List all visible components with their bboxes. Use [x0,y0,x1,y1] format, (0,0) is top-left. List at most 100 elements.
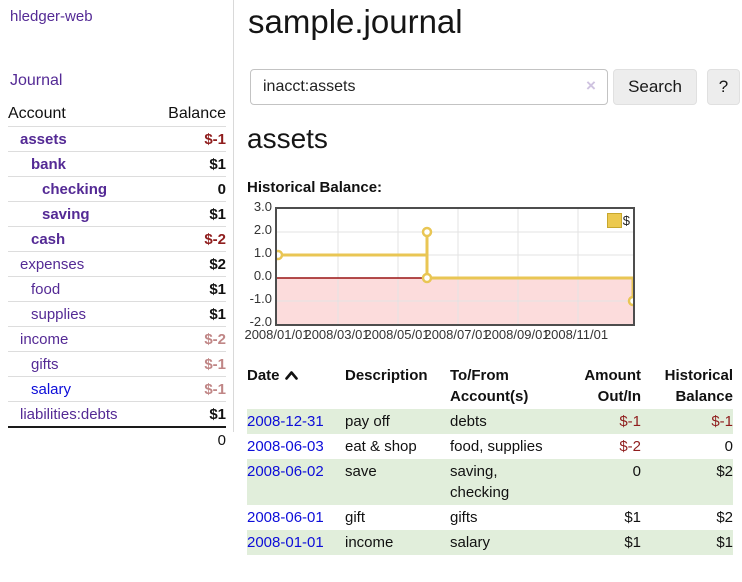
register-row: 2008-12-31 pay off debts $-1 $-1 [247,409,733,434]
x-tick-label: 2008/07/01 [424,327,490,342]
help-button[interactable]: ? [707,69,740,105]
account-row-assets: assets $-1 [8,126,226,152]
historical-balance-label: Historical Balance: [247,179,383,196]
sidebar: hledger-web Journal Account Balance asse… [0,0,234,452]
clear-search-icon[interactable]: × [586,76,596,95]
account-column-header: Account [8,102,151,127]
sidebar-item-journal[interactable]: Journal [10,72,63,89]
chart-plot-area: $ [275,207,635,326]
transaction-date-link[interactable]: 2008-06-01 [247,509,324,526]
app-title-link[interactable]: hledger-web [10,8,93,25]
transaction-date-link[interactable]: 2008-06-03 [247,438,324,455]
transaction-amount: $-1 [560,409,641,434]
y-tick-label: -1.0 [249,291,272,306]
search-input[interactable] [250,69,608,105]
legend-swatch-icon [606,213,622,228]
accounts-total-row: 0 [8,426,226,452]
account-balance: $-2 [150,326,226,352]
y-tick-label: 0.0 [253,268,272,283]
account-balance: $-2 [150,226,226,252]
account-row-salary: salary $-1 [8,376,226,402]
transaction-date-link[interactable]: 2008-01-01 [247,534,324,551]
accounts-total-value: 0 [150,426,226,452]
account-link-cash[interactable]: cash [31,230,66,248]
transaction-amount: $-2 [619,438,641,455]
account-balance: $-1 [150,126,226,152]
account-link-income[interactable]: income [20,330,69,348]
account-balance: $-1 [150,376,226,402]
account-balance: $1 [150,201,226,227]
y-tick-label: 2.0 [253,222,272,237]
transaction-description: eat & shop [345,438,417,455]
transaction-balance: $2 [716,509,733,526]
register-header-row: Date Description To/From Account(s) Amou… [247,363,733,409]
account-heading: assets [247,123,328,154]
account-row-gifts: gifts $-1 [8,351,226,377]
account-balance: $1 [150,276,226,302]
register-row: 2008-06-02 save saving, checking 0 $2 [247,459,733,505]
account-link-bank[interactable]: bank [31,155,67,173]
transaction-amount: $1 [624,509,641,526]
account-link-food[interactable]: food [31,280,61,298]
account-row-cash: cash $-2 [8,226,226,252]
balance-line-chart [277,209,633,324]
transaction-date-link[interactable]: 2008-12-31 [247,413,324,430]
transaction-description: pay off [345,409,450,434]
sort-ascending-icon [284,365,298,386]
transaction-balance: 0 [724,438,733,455]
account-balance: $-1 [150,351,226,377]
page-title: sample.journal [248,3,463,40]
search-button[interactable]: Search [613,69,697,105]
account-link-expenses[interactable]: expenses [20,255,85,273]
transaction-balance: $-1 [641,409,733,434]
register-table: Date Description To/From Account(s) Amou… [247,363,733,555]
account-row-saving: saving $1 [8,201,226,227]
account-row-supplies: supplies $1 [8,301,226,327]
y-tick-label: 3.0 [253,199,272,214]
transaction-balance: $2 [641,459,733,505]
x-tick-label: 2008/01/01 [244,327,310,342]
transaction-description: save [345,459,450,505]
balance-column-header: Balance [150,102,226,127]
account-link-checking[interactable]: checking [42,180,108,198]
accounts-table: Account Balance assets $-1 bank $1 check… [8,102,226,452]
transaction-description: gift [345,509,366,526]
transaction-description: income [345,530,450,555]
legend-label: $ [622,213,630,228]
account-link-supplies[interactable]: supplies [31,305,87,323]
date-sort-header[interactable]: Date [247,363,345,409]
account-balance: $1 [150,301,226,327]
account-balance: $1 [150,151,226,177]
description-header: Description [345,367,428,384]
account-link-salary[interactable]: salary [31,380,72,398]
y-tick-label: 1.0 [253,245,272,260]
register-row: 2008-06-01 gift gifts $1 $2 [247,505,733,530]
transaction-accounts: salary [450,530,560,555]
transaction-amount: $1 [560,530,641,555]
amount-header: Amount Out/In [584,367,641,405]
accounts-header-row: Account Balance [8,102,226,127]
account-link-saving[interactable]: saving [42,205,90,223]
x-tick-label: 2008/05/01 [364,327,430,342]
account-row-income: income $-2 [8,326,226,352]
transaction-amount: 0 [560,459,641,505]
chart-legend: $ [606,213,630,228]
transaction-accounts: food, supplies [450,438,543,455]
x-tick-label: 2008/09/01 [484,327,550,342]
register-row: 2008-01-01 income salary $1 $1 [247,530,733,555]
account-balance: $2 [150,251,226,277]
x-tick-label: 2008/11/01 [543,327,609,342]
account-link-gifts[interactable]: gifts [31,355,59,373]
account-balance: 0 [150,176,226,202]
account-link-liabilities-debts[interactable]: liabilities:debts [20,405,118,423]
register-row: 2008-06-03 eat & shop food, supplies $-2… [247,434,733,459]
account-link-assets[interactable]: assets [20,130,67,148]
account-balance: $1 [150,401,226,428]
transaction-balance: $1 [641,530,733,555]
account-row-bank: bank $1 [8,151,226,177]
historical-balance-chart: 3.0 2.0 1.0 0.0 -1.0 -2.0 [244,199,742,350]
transaction-date-link[interactable]: 2008-06-02 [247,463,324,480]
transaction-accounts: debts [450,409,560,434]
x-tick-label: 2008/03/01 [304,327,370,342]
transaction-accounts: saving, checking [450,459,560,505]
